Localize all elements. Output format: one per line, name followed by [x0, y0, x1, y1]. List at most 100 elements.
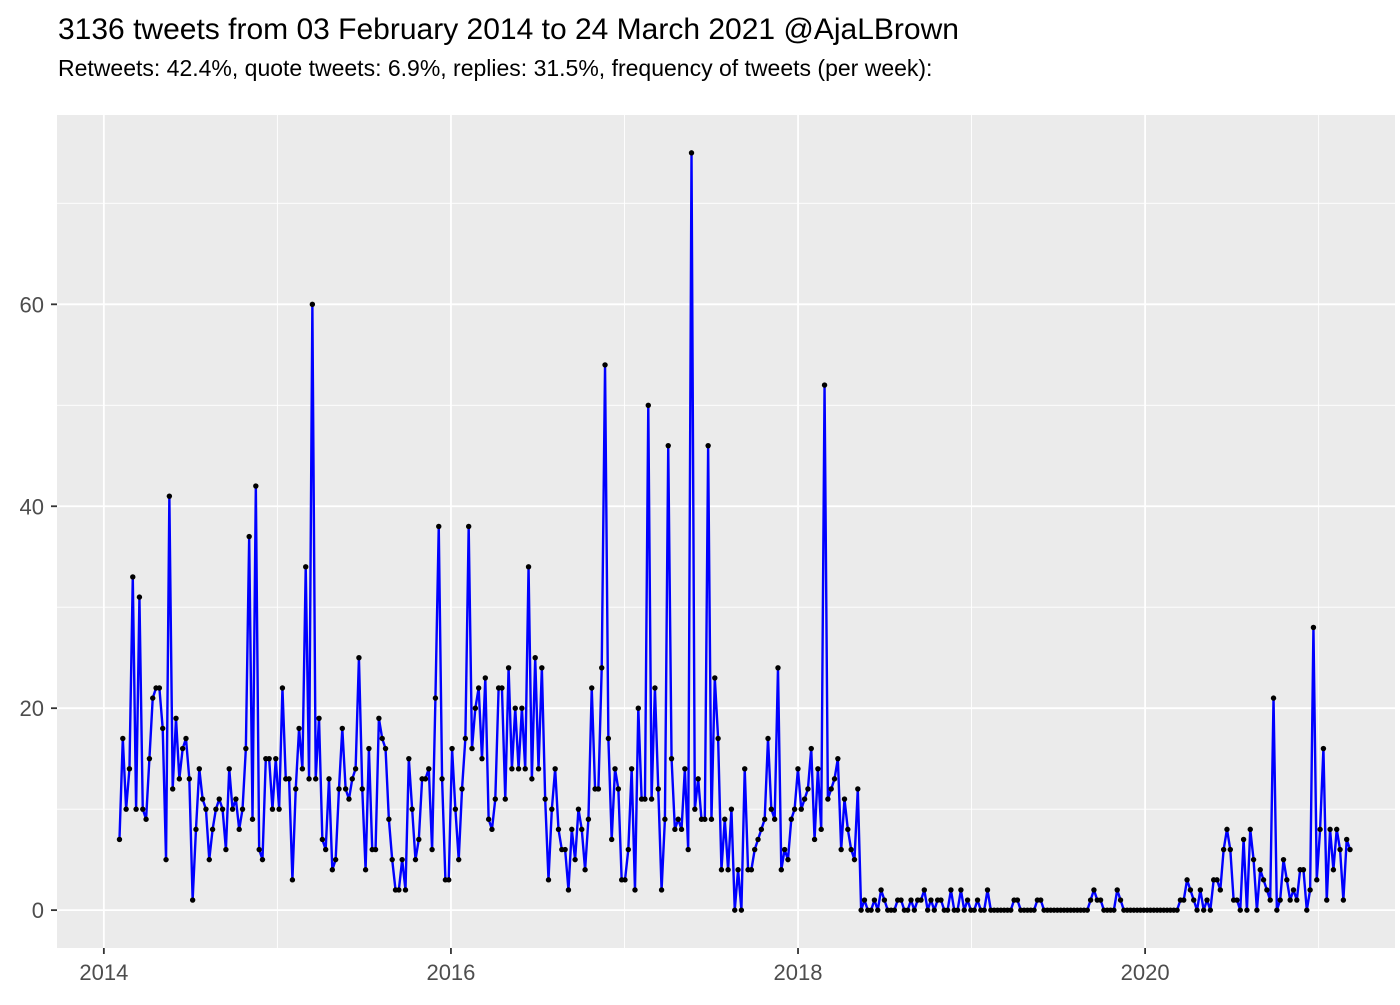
data-point [1287, 897, 1293, 903]
data-point [1260, 877, 1267, 883]
data-point [768, 806, 775, 812]
data-point [306, 776, 312, 782]
data-point [382, 745, 389, 752]
data-point [482, 675, 489, 681]
data-point [389, 856, 395, 863]
data-point [818, 826, 824, 833]
data-point [599, 665, 605, 671]
data-point [1304, 907, 1310, 913]
data-point [1114, 887, 1120, 893]
data-point [569, 826, 575, 833]
data-point [236, 826, 242, 833]
data-point [662, 816, 668, 822]
data-point [479, 755, 485, 762]
chart-subtitle: Retweets: 42.4%, quote tweets: 6.9%, rep… [58, 55, 933, 81]
data-point [296, 725, 302, 732]
data-point [1337, 846, 1343, 853]
data-point [712, 675, 718, 681]
data-point [1317, 826, 1323, 833]
data-point [1014, 897, 1021, 903]
data-point [695, 776, 701, 782]
data-point [376, 715, 382, 721]
data-point [169, 786, 176, 792]
data-point [781, 846, 788, 853]
data-point [705, 442, 711, 449]
data-point [612, 766, 618, 772]
data-point [788, 816, 794, 822]
data-point [981, 907, 987, 913]
data-point [303, 564, 309, 570]
data-point [1194, 907, 1200, 913]
data-point [971, 907, 977, 913]
data-point [485, 816, 492, 822]
data-point [728, 806, 735, 812]
data-point [539, 665, 545, 671]
y-tick-label: 0 [32, 898, 44, 923]
data-point [189, 897, 196, 903]
data-point [958, 887, 964, 893]
data-point [1184, 877, 1190, 883]
data-point [881, 897, 888, 903]
data-point [1084, 907, 1090, 913]
data-point [761, 816, 768, 822]
data-point [565, 887, 572, 893]
data-point [133, 806, 139, 812]
data-point [299, 766, 306, 772]
data-point [1227, 846, 1234, 853]
data-point [472, 705, 479, 711]
data-point [828, 786, 834, 792]
data-point [439, 776, 445, 782]
data-point [931, 907, 937, 913]
y-tick-label: 60 [20, 292, 44, 317]
data-point [738, 907, 745, 913]
data-point [1091, 887, 1097, 893]
data-point [249, 816, 256, 822]
data-point [961, 907, 967, 913]
data-point [509, 766, 515, 772]
data-point [116, 836, 123, 843]
data-point [150, 695, 156, 701]
data-point [130, 574, 136, 580]
data-point [1191, 897, 1197, 903]
data-point [146, 755, 153, 762]
data-point [233, 796, 239, 802]
data-point [801, 796, 808, 802]
data-point [186, 776, 193, 782]
data-point [1310, 624, 1317, 631]
data-point [605, 735, 612, 742]
data-point [855, 786, 861, 792]
data-point [356, 655, 362, 661]
data-point [259, 856, 266, 863]
data-point [921, 887, 928, 893]
data-point [785, 856, 791, 863]
data-point [758, 826, 765, 833]
data-point [572, 856, 578, 863]
y-tick-label: 40 [20, 494, 44, 519]
data-point [642, 796, 648, 802]
data-point [246, 533, 252, 540]
data-point [1200, 907, 1207, 913]
data-point [635, 705, 641, 711]
data-point [735, 867, 741, 873]
data-point [1274, 907, 1280, 913]
data-point [1340, 897, 1347, 903]
data-point [213, 806, 219, 812]
data-point [861, 897, 868, 903]
data-point [289, 877, 296, 883]
data-point [253, 483, 259, 489]
data-point [795, 766, 801, 772]
data-point [1234, 897, 1240, 903]
data-point [1224, 826, 1230, 833]
data-point [286, 776, 292, 782]
data-point [589, 685, 595, 691]
data-point [871, 897, 878, 903]
data-point [688, 150, 695, 156]
data-point [399, 856, 405, 863]
data-point [948, 887, 954, 893]
data-point [512, 705, 518, 711]
data-point [143, 816, 149, 822]
data-point [475, 685, 482, 691]
data-point [160, 725, 166, 732]
data-point [615, 786, 622, 792]
data-point [229, 806, 236, 812]
